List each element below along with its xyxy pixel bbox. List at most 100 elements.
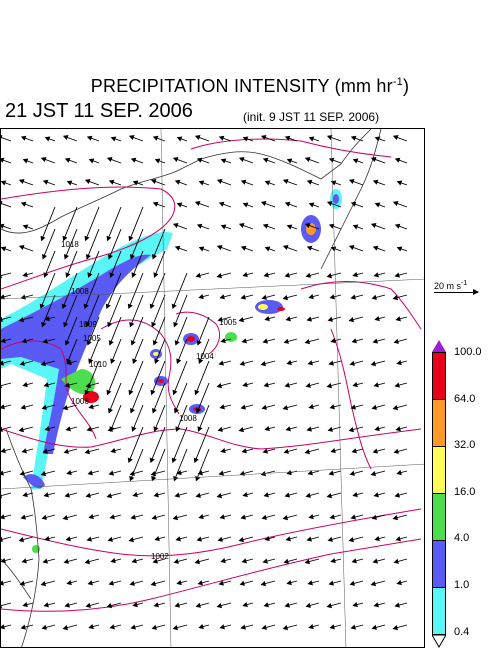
wind-arrow-head [216, 245, 223, 251]
wind-arrow-head [306, 426, 312, 432]
wind-arrow-head [350, 514, 356, 520]
wind-arrow-head [392, 201, 399, 207]
wind-arrow-head [218, 470, 224, 476]
isobar-label: 1018 [61, 240, 79, 249]
wind-arrow-head [305, 272, 311, 278]
wind-arrow-head [20, 201, 27, 207]
wind-arrow-head [42, 338, 48, 344]
wind-arrow-head [149, 303, 155, 310]
coastlines [1, 129, 382, 647]
colorbar-segment [432, 447, 446, 494]
wind-arrow-head [40, 471, 47, 477]
colorbar-under-triangle [432, 635, 446, 648]
wind-arrow-head [21, 338, 27, 344]
wind-arrow-head [348, 245, 355, 251]
wind-arrow-head [174, 245, 181, 251]
wind-arrow-head [328, 580, 334, 586]
wind-arrow-head [152, 340, 158, 346]
wind-arrow-head [64, 157, 71, 163]
wind-arrow-head [151, 254, 157, 260]
wind-arrow-head [44, 535, 50, 542]
init-time: (init. 9 JST 11 SEP. 2006) [243, 110, 380, 124]
wind-arrow-shaft [174, 382, 188, 413]
wind-arrow-head [394, 602, 400, 608]
wind-arrow-head [394, 492, 400, 498]
wind-arrow-head [371, 624, 377, 630]
wind-arrow-head [1, 536, 3, 542]
wind-arrow-head [18, 245, 25, 251]
wind-arrow-head [198, 246, 205, 252]
wind-arrow-head [128, 537, 135, 543]
wind-arrow-head [105, 303, 111, 310]
wind-arrow-head [88, 513, 94, 520]
wind-arrow-head [217, 426, 223, 432]
wind-arrow-head [20, 624, 26, 630]
wind-arrow-head [1, 246, 7, 252]
wind-arrow-head [396, 180, 403, 186]
wind-arrow-head [308, 136, 315, 142]
chart-title: PRECIPITATION INTENSITY (mm hr-1) [0, 76, 500, 97]
wind-arrow-head [130, 624, 136, 630]
wind-arrow-head [395, 316, 401, 322]
wind-arrow-head [154, 358, 160, 364]
wind-arrow-head [1, 337, 6, 344]
wind-arrow-head [87, 580, 93, 586]
wind-arrow-head [64, 340, 70, 346]
wind-arrow-shaft [85, 206, 100, 241]
wind-arrow-head [21, 558, 27, 564]
wind-arrow-head [284, 492, 290, 498]
wind-arrow-head [150, 581, 157, 587]
wind-arrow-head [394, 157, 401, 163]
wind-arrow-head [371, 404, 377, 410]
wind-arrow-head [352, 381, 358, 388]
isobar-label: 1002 [151, 552, 169, 561]
wind-arrow-head [153, 272, 159, 278]
wind-arrow-head [62, 405, 69, 411]
wind-arrow-shaft [44, 250, 56, 278]
wind-arrow-shaft [108, 382, 122, 413]
wind-arrow-head [65, 536, 71, 542]
title-text: PRECIPITATION INTENSITY (mm hr [90, 76, 393, 96]
wind-arrow-head [41, 321, 47, 328]
wind-arrow-shaft [151, 294, 166, 327]
wind-arrow-shaft [85, 294, 100, 327]
reference-vector-arrow [434, 289, 479, 295]
wind-arrow-shaft [132, 404, 144, 432]
wind-arrow-shaft [110, 250, 122, 278]
wind-arrow-head [238, 317, 245, 323]
wind-arrow-head [129, 580, 135, 586]
wind-arrow-head [263, 492, 269, 498]
wind-arrow-head [264, 180, 271, 186]
wind-arrow-head [238, 427, 245, 433]
wind-arrow-head [108, 340, 114, 346]
isobar-labels: 1018100810091005101010061004100510021008 [61, 240, 237, 561]
wind-arrow-shaft [130, 382, 144, 413]
wind-arrow-head [85, 492, 91, 498]
wind-arrow-head [240, 514, 246, 520]
wind-arrow-head [1, 157, 5, 163]
wind-arrow-head [329, 624, 335, 630]
wind-arrow-head [326, 273, 333, 279]
wind-arrow-head [240, 294, 246, 300]
wind-arrow-head [326, 201, 333, 207]
wind-arrow-head [1, 470, 4, 476]
wind-arrow-head [193, 457, 199, 464]
wind-arrow-head [286, 224, 293, 230]
reference-vector-exponent: -1 [461, 280, 468, 287]
wind-arrow-shaft [88, 338, 100, 364]
wind-arrow-head [242, 202, 249, 208]
wind-arrow-head [110, 136, 117, 142]
wind-arrow-head [373, 602, 379, 608]
wind-arrow-head [1, 294, 5, 300]
wind-arrow-head [107, 408, 113, 414]
wind-arrow-head [220, 447, 226, 454]
wind-arrow-head [173, 408, 179, 414]
wind-arrow-head [106, 235, 112, 242]
wind-arrow-head [197, 580, 203, 586]
wind-arrow-head [22, 601, 28, 608]
wind-arrow-head [219, 624, 225, 630]
colorbar-label: 16.0 [454, 486, 476, 498]
wind-arrow-head [19, 470, 25, 476]
wind-arrow-head [286, 469, 292, 476]
wind-arrow-head [20, 294, 26, 300]
